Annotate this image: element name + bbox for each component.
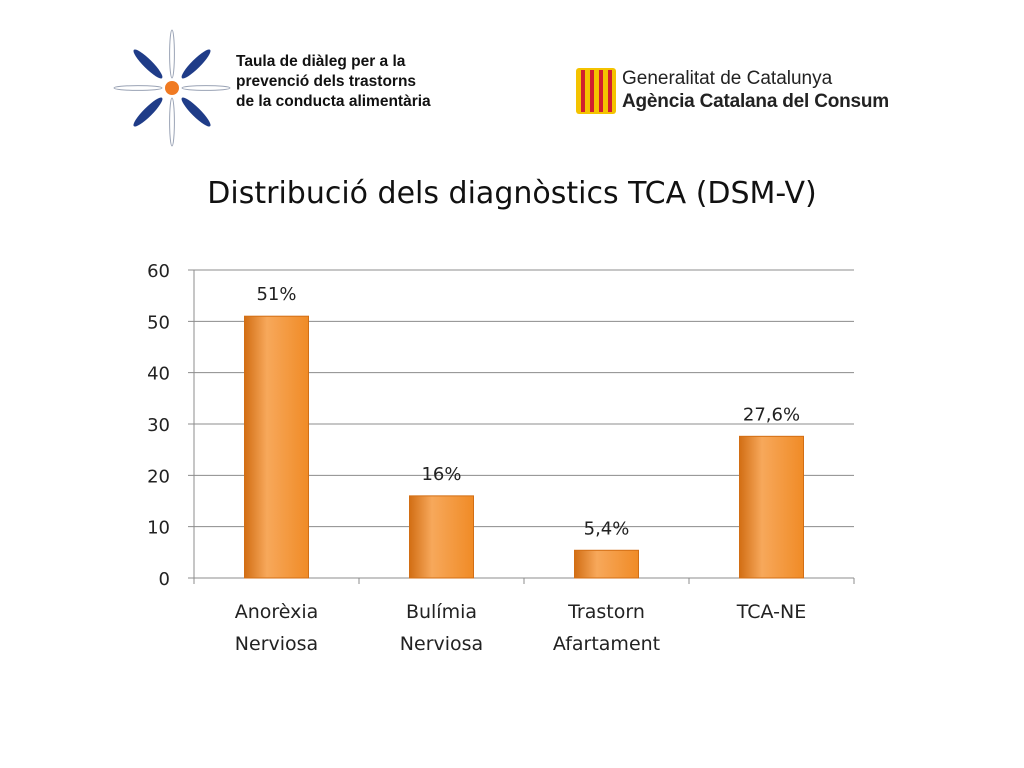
data-label: 27,6% bbox=[743, 404, 800, 425]
x-axis-categories: Anorèxia Nerviosa Bulímia Nerviosa Trastorn A… bbox=[235, 601, 807, 655]
y-tick-label: 20 bbox=[147, 466, 170, 487]
x-category-label: Afartament bbox=[553, 633, 660, 655]
x-category-label: Trastorn bbox=[567, 601, 645, 623]
y-tick-label: 10 bbox=[147, 518, 170, 539]
x-category-label: Bulímia bbox=[406, 601, 477, 623]
logo-petal bbox=[181, 49, 211, 79]
agencia-name: Agència Catalana del Consum bbox=[622, 91, 890, 112]
y-tick-label: 40 bbox=[147, 364, 170, 385]
logo-left-line-2: prevenció dels trastorns bbox=[236, 73, 417, 90]
senyera-icon bbox=[576, 68, 616, 114]
bar bbox=[739, 435, 804, 579]
y-axis-ticks: 0 10 20 30 40 50 60 bbox=[147, 261, 170, 590]
chart-bars bbox=[244, 315, 804, 579]
logo-petal bbox=[181, 97, 211, 127]
logo-petal bbox=[169, 97, 175, 147]
generalitat-text: Generalitat de Catalunya Agència Catalan… bbox=[622, 67, 889, 113]
bar bbox=[244, 315, 309, 579]
logo-petal bbox=[133, 49, 163, 79]
generalitat-name: Generalitat de Catalunya bbox=[622, 68, 833, 89]
data-label: 51% bbox=[256, 284, 296, 305]
logo-petal bbox=[113, 85, 163, 91]
chart-title: Distribució dels diagnòstics TCA (DSM-V) bbox=[207, 176, 817, 211]
bar bbox=[574, 549, 639, 579]
x-category-label: Nerviosa bbox=[235, 633, 318, 655]
y-tick-label: 60 bbox=[147, 261, 170, 282]
logo-left-line-1: Taula de diàleg per a la bbox=[236, 53, 406, 70]
data-label: 5,4% bbox=[584, 518, 630, 539]
data-label: 16% bbox=[421, 464, 461, 485]
generalitat-logo: Generalitat de Catalunya Agència Catalan… bbox=[576, 68, 936, 118]
taula-dialeg-text: Taula de diàleg per a la prevenció dels … bbox=[236, 52, 431, 112]
logo-left-line-3: de la conducta alimentària bbox=[236, 93, 431, 110]
logo-petal bbox=[181, 85, 231, 91]
y-tick-label: 30 bbox=[147, 415, 170, 436]
logo-petal bbox=[169, 29, 175, 79]
pinwheel-logo-icon bbox=[113, 29, 231, 147]
x-category-label: Nerviosa bbox=[400, 633, 483, 655]
logo-center-dot bbox=[165, 81, 179, 95]
taula-dialeg-logo: Taula de diàleg per a la prevenció dels … bbox=[112, 28, 472, 148]
y-tick-label: 50 bbox=[147, 312, 170, 333]
x-category-label: Anorèxia bbox=[235, 601, 319, 623]
logo-petal bbox=[133, 97, 163, 127]
logo-petals bbox=[113, 29, 231, 147]
y-tick-label: 0 bbox=[159, 569, 170, 590]
x-category-label: TCA-NE bbox=[736, 601, 806, 623]
bar bbox=[409, 495, 474, 579]
data-labels: 51% 16% 5,4% 27,6% bbox=[256, 284, 800, 539]
